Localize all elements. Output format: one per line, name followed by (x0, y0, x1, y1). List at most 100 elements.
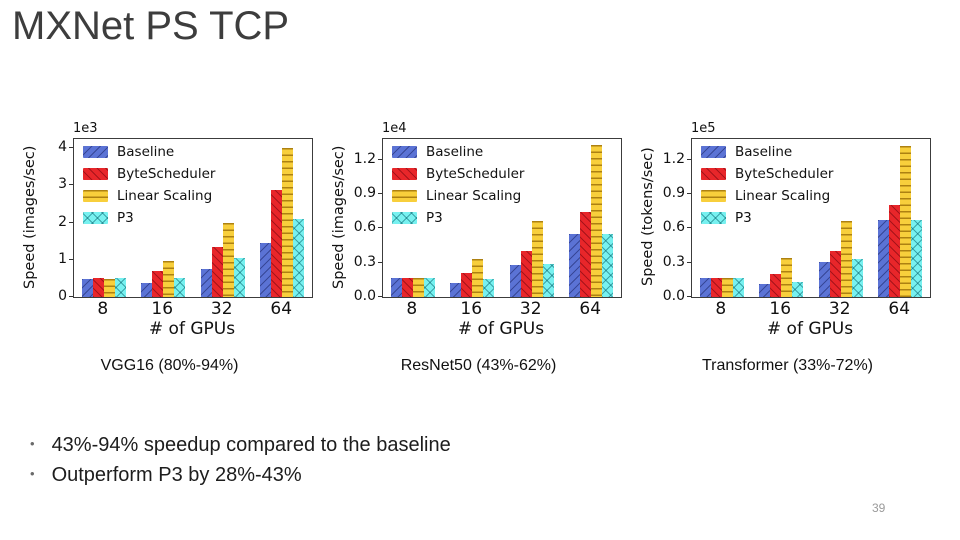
x-axis-ticks: 8 16 32 64 (691, 299, 929, 319)
bullet-text: 43%-94% speedup compared to the baseline (51, 434, 451, 456)
bar-group-32-gpus (818, 221, 863, 297)
bar-group-64-gpus (569, 145, 614, 297)
legend-label: Linear Scaling (117, 188, 213, 204)
legend-item: P3 (701, 210, 833, 226)
x-axis-ticks: 8 16 32 64 (382, 299, 620, 319)
y-tick-label: 0.6 (353, 219, 376, 236)
y-tick-mark (687, 227, 691, 229)
charts-row: Speed (images/sec) 1e3 0 1 2 3 4 Baseline ByteSc… (20, 121, 937, 339)
x-tick-label: 16 (460, 299, 483, 319)
bar-baseline (81, 279, 93, 297)
legend-label: ByteScheduler (117, 166, 216, 182)
bar-bytescheduler (520, 251, 532, 297)
y-tick-label: 1.2 (353, 150, 376, 167)
chart-figure: 1e5 0.0 0.3 0.6 0.9 1.2 Baseline ByteScheduler L… (658, 121, 931, 339)
y-tick-label: 0.0 (662, 288, 685, 304)
bar-p3 (911, 220, 923, 297)
legend-patch (392, 168, 417, 180)
legend-patch (83, 168, 108, 180)
x-tick-label: 64 (888, 299, 911, 319)
bar-bytescheduler (829, 251, 841, 297)
legend-item: ByteScheduler (701, 166, 833, 182)
plot-row: 0.0 0.3 0.6 0.9 1.2 Baseline ByteScheduler Line… (349, 138, 622, 304)
bar-p3 (174, 278, 186, 297)
legend-patch (701, 190, 726, 202)
chart-resnet50: Speed (images/sec) 1e4 0.0 0.3 0.6 0.9 1.2 Base… (329, 121, 628, 339)
y-tick-mark (378, 227, 382, 229)
legend-item: Linear Scaling (701, 188, 833, 204)
bar-bytescheduler (461, 273, 473, 297)
bar-bytescheduler (401, 278, 413, 297)
bar-linear-scaling (412, 278, 424, 297)
bar-group-32-gpus (200, 223, 245, 297)
bar-linear-scaling (163, 261, 175, 297)
legend-item: ByteScheduler (392, 166, 524, 182)
bar-bytescheduler (580, 212, 592, 297)
legend-label: ByteScheduler (426, 166, 525, 182)
x-axis-ticks: 8 16 32 64 (73, 299, 311, 319)
bar-linear-scaling (591, 145, 603, 297)
bar-linear-scaling (282, 148, 294, 297)
y-tick-mark (378, 192, 382, 194)
axis-scale-label: 1e3 (73, 121, 98, 136)
y-tick-label: 0.0 (353, 288, 376, 304)
bar-baseline (260, 243, 272, 297)
y-axis-label: Speed (tokens/sec) (640, 147, 656, 287)
y-tick-mark (378, 296, 382, 297)
plot-row: 0 1 2 3 4 Baseline ByteScheduler Linear Scaling… (40, 138, 313, 304)
y-tick-mark (378, 261, 382, 263)
chart-caption-transformer: Transformer (33%-72%) (701, 357, 873, 374)
legend-label: Baseline (735, 144, 793, 160)
bar-p3 (792, 282, 804, 297)
bar-baseline (390, 278, 402, 297)
legend-item: Baseline (701, 144, 833, 160)
chart-caption-resnet50: ResNet50 (43%-62%) (400, 357, 557, 374)
plot-area: Baseline ByteScheduler Linear Scaling P3 (691, 138, 931, 298)
x-axis-label: # of GPUs (148, 319, 236, 339)
bar-group-64-gpus (260, 148, 305, 297)
plot-row: 0.0 0.3 0.6 0.9 1.2 Baseline ByteScheduler Line… (658, 138, 931, 304)
bar-group-8-gpus (699, 278, 744, 297)
y-axis-ticks: 0 1 2 3 4 (40, 138, 73, 304)
bar-baseline (818, 262, 830, 297)
legend-patch (701, 212, 726, 224)
x-tick-label: 32 (828, 299, 851, 319)
bar-groups (692, 139, 930, 297)
legend-label: Linear Scaling (426, 188, 522, 204)
y-tick-mark (69, 184, 73, 186)
bar-baseline (699, 278, 711, 297)
bar-baseline (141, 283, 153, 297)
bar-bytescheduler (211, 247, 223, 297)
y-tick-label: 0.9 (353, 184, 376, 201)
y-axis-ticks: 0.0 0.3 0.6 0.9 1.2 (349, 138, 382, 304)
bar-p3 (542, 264, 554, 297)
legend-item: ByteScheduler (83, 166, 215, 182)
bar-groups (74, 139, 312, 297)
legend-item: Linear Scaling (392, 188, 524, 204)
bar-group-32-gpus (509, 221, 554, 297)
y-tick-mark (687, 296, 691, 297)
bar-linear-scaling (103, 279, 115, 297)
chart-vgg16: Speed (images/sec) 1e3 0 1 2 3 4 Baseline ByteSc… (20, 121, 319, 339)
legend-patch (83, 190, 108, 202)
bar-linear-scaling (781, 258, 793, 297)
bar-linear-scaling (840, 221, 852, 297)
chart-figure: 1e3 0 1 2 3 4 Baseline ByteScheduler Linear Scal… (40, 121, 313, 339)
legend: Baseline ByteScheduler Linear Scaling P3 (701, 144, 833, 226)
y-axis-label: Speed (images/sec) (331, 145, 347, 289)
legend-patch (392, 190, 417, 202)
bar-bytescheduler (92, 278, 104, 297)
bar-group-16-gpus (450, 259, 495, 297)
legend-label: Baseline (117, 144, 175, 160)
chart-figure: 1e4 0.0 0.3 0.6 0.9 1.2 Baseline ByteScheduler L… (349, 121, 622, 339)
y-tick-mark (69, 296, 73, 297)
legend-item: P3 (392, 210, 524, 226)
legend-label: P3 (426, 210, 443, 226)
bar-bytescheduler (770, 274, 782, 297)
bar-linear-scaling (721, 278, 733, 297)
x-tick-label: 64 (579, 299, 602, 319)
bar-baseline (450, 283, 462, 297)
legend-label: ByteScheduler (735, 166, 834, 182)
y-tick-label: 0.3 (662, 253, 685, 270)
bar-linear-scaling (222, 223, 234, 297)
